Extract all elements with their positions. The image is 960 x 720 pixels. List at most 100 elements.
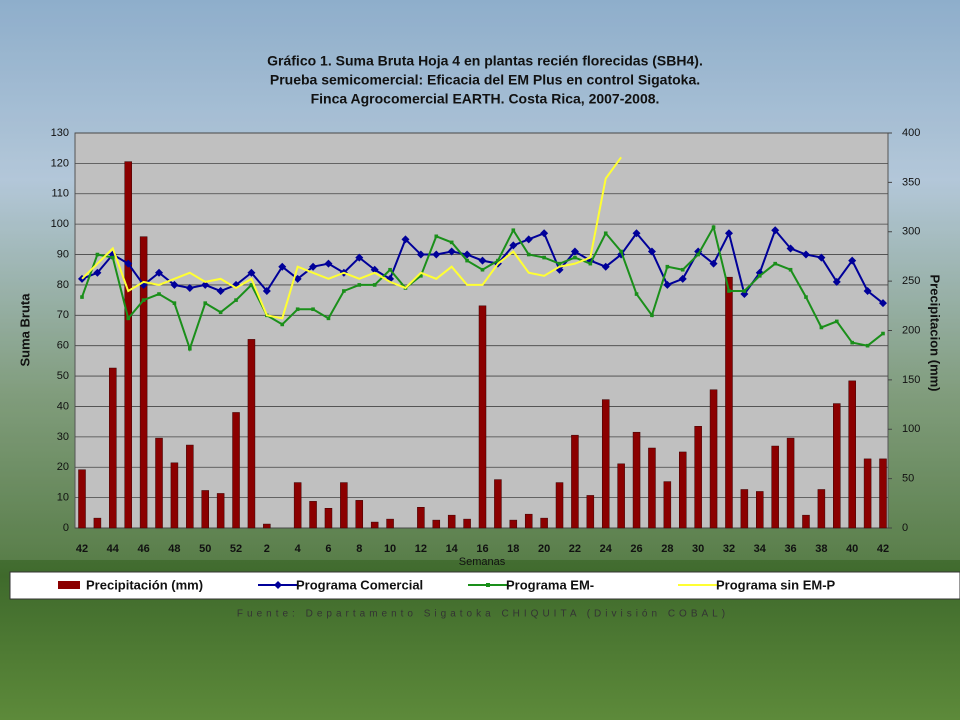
point — [881, 331, 885, 336]
y2-tick-label: 50 — [902, 473, 914, 485]
bar — [78, 469, 86, 529]
point — [724, 229, 733, 238]
y-axis-title: Suma Bruta — [17, 293, 32, 367]
x-tick-label: 2 — [264, 543, 270, 555]
point — [280, 322, 285, 327]
point — [786, 244, 795, 253]
y2-tick-label: 350 — [902, 176, 920, 188]
point — [588, 261, 593, 266]
bar — [540, 517, 548, 529]
bar — [216, 493, 225, 529]
point — [557, 261, 562, 266]
bar — [617, 463, 625, 529]
point — [665, 264, 670, 269]
point — [863, 287, 872, 295]
point — [355, 253, 364, 262]
y-tick-label: 130 — [51, 127, 69, 139]
point — [434, 234, 439, 239]
x-tick-label: 44 — [107, 543, 120, 555]
point — [709, 259, 718, 268]
point — [678, 274, 687, 283]
point — [201, 280, 210, 289]
chart-title: Gráfico 1. Suma Bruta Hoja 4 en plantas … — [267, 53, 703, 69]
y2-tick-label: 150 — [902, 374, 920, 386]
y2-tick-label: 100 — [902, 423, 920, 435]
legend-marker — [274, 581, 282, 589]
point — [740, 290, 749, 299]
bar — [386, 518, 394, 529]
bar — [447, 514, 456, 529]
point — [126, 316, 131, 321]
point — [742, 289, 747, 293]
x-tick-label: 34 — [754, 543, 767, 555]
y-tick-label: 80 — [57, 279, 69, 291]
bar — [817, 489, 826, 529]
point — [401, 235, 410, 244]
point — [203, 301, 208, 305]
point — [634, 292, 639, 296]
point — [111, 255, 115, 260]
y-tick-label: 90 — [57, 248, 69, 260]
legend-label: Programa sin EM-P — [716, 577, 836, 592]
point — [419, 274, 423, 278]
point — [480, 267, 485, 272]
point — [509, 241, 518, 250]
bar — [694, 426, 702, 529]
bar — [124, 161, 132, 529]
bar — [632, 431, 641, 529]
bar — [494, 479, 502, 529]
point — [141, 298, 146, 302]
point — [247, 268, 256, 277]
bar — [247, 339, 256, 529]
point — [188, 346, 192, 351]
y2-tick-label: 0 — [902, 522, 908, 534]
bar — [571, 434, 579, 529]
x-tick-label: 50 — [199, 543, 211, 555]
point — [663, 280, 672, 289]
x-tick-label: 28 — [661, 543, 673, 555]
x-tick-label: 36 — [784, 543, 796, 555]
point — [496, 258, 500, 263]
y2-tick-label: 300 — [902, 226, 920, 238]
y-tick-label: 70 — [57, 309, 69, 321]
point — [771, 226, 780, 235]
point — [311, 307, 315, 312]
y-tick-label: 40 — [57, 400, 69, 412]
point — [249, 283, 254, 287]
point — [773, 261, 777, 266]
line — [81, 156, 622, 320]
x-tick-label: 42 — [877, 543, 889, 555]
bar — [170, 462, 179, 529]
bar — [740, 489, 749, 529]
bar — [263, 523, 271, 529]
legend-label: Programa Comercial — [296, 577, 423, 592]
point — [478, 256, 487, 265]
bar — [93, 517, 102, 529]
y-tick-label: 10 — [57, 492, 69, 504]
point — [449, 240, 454, 245]
point — [157, 292, 161, 296]
point — [278, 262, 287, 271]
point — [526, 252, 531, 257]
x-tick-label: 22 — [569, 543, 581, 555]
x-tick-label: 20 — [538, 543, 550, 555]
point — [432, 250, 441, 259]
point — [647, 247, 656, 256]
legend-marker — [486, 583, 490, 587]
x-tick-label: 16 — [476, 543, 488, 555]
source-note: Fuente: Departamento Sigatoka CHIQUITA (… — [237, 609, 729, 620]
point — [819, 325, 824, 330]
point — [295, 307, 300, 312]
bar — [725, 276, 733, 529]
bar — [848, 380, 856, 529]
y2-tick-label: 250 — [902, 275, 920, 287]
point — [848, 256, 857, 265]
point — [124, 259, 133, 268]
y2-axis-title: Precipitacion (mm) — [928, 274, 943, 391]
x-tick-label: 48 — [168, 543, 180, 555]
x-tick-label: 38 — [815, 543, 827, 555]
legend-label: Precipitación (mm) — [86, 577, 203, 592]
point — [680, 267, 685, 272]
point — [573, 255, 577, 260]
